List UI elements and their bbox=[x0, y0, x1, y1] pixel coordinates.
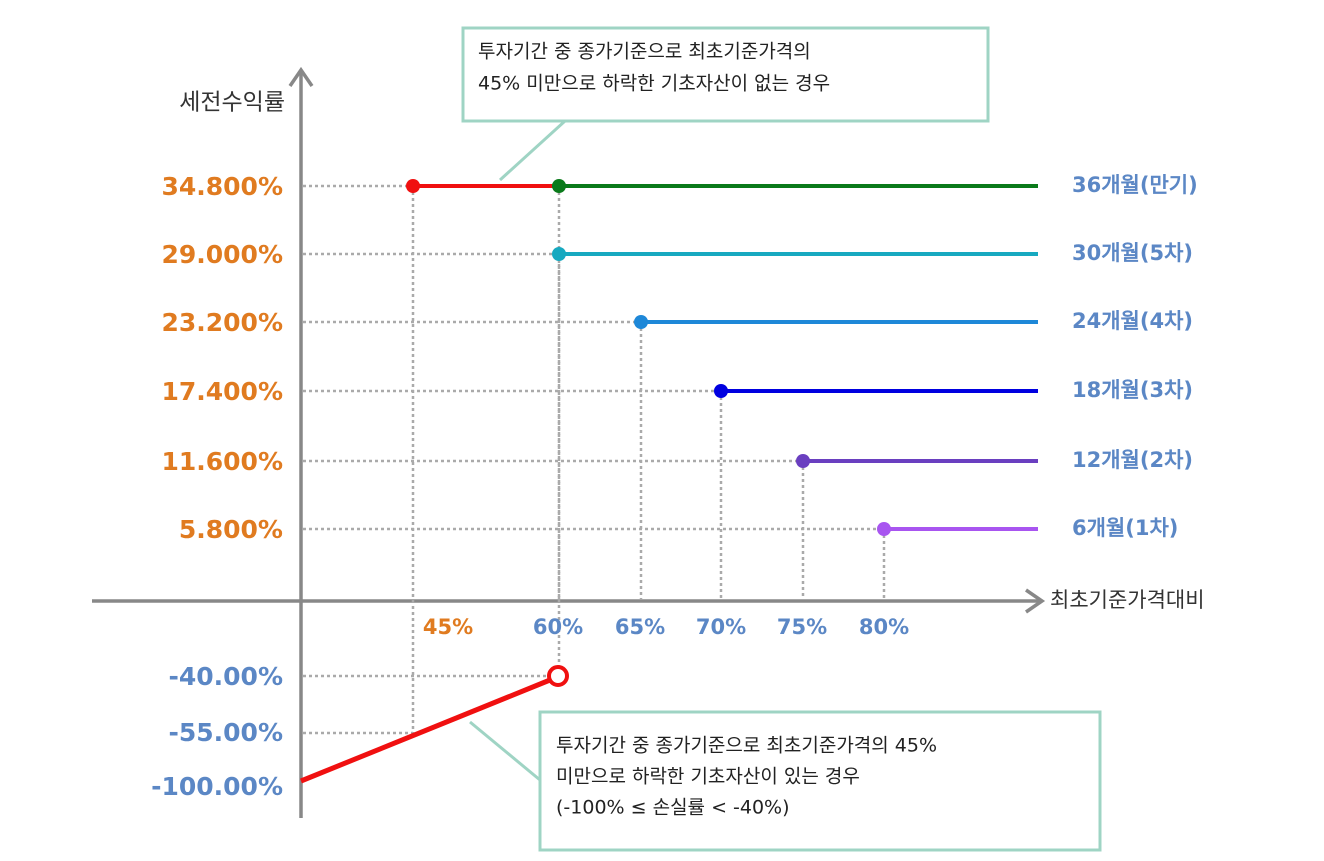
x-label: 80% bbox=[859, 615, 909, 639]
y-label: 5.800% bbox=[179, 515, 283, 544]
y-label: 29.000% bbox=[161, 240, 283, 269]
series-label: 30개월(5차) bbox=[1072, 241, 1193, 265]
callout-pointer bbox=[498, 119, 567, 182]
payoff-dot bbox=[406, 179, 420, 193]
loss-label: -100.00% bbox=[151, 772, 283, 801]
x-label: 70% bbox=[696, 615, 746, 639]
x-label: 45% bbox=[423, 615, 473, 639]
x-label: 65% bbox=[615, 615, 665, 639]
callout-text: 투자기간 중 종가기준으로 최초기준가격의 45% bbox=[556, 735, 937, 757]
callout-text: 미만으로 하락한 기초자산이 있는 경우 bbox=[556, 766, 860, 788]
loss-label: -55.00% bbox=[168, 718, 283, 747]
y-arrow bbox=[288, 66, 314, 87]
loss-open-dot bbox=[547, 665, 569, 687]
payoff-dot bbox=[877, 522, 891, 536]
y-label: 11.600% bbox=[161, 447, 283, 476]
x-label: 60% bbox=[533, 615, 583, 639]
y-axis-title: 세전수익률 bbox=[179, 90, 285, 116]
x-axis-title: 최초기준가격대비 bbox=[1050, 588, 1205, 612]
series-label: 6개월(1차) bbox=[1072, 516, 1178, 540]
y-label: 23.200% bbox=[161, 308, 283, 337]
series-label: 24개월(4차) bbox=[1072, 309, 1193, 333]
loss-label: -40.00% bbox=[168, 662, 283, 691]
callout-text: (-100% ≤ 손실률 < -40%) bbox=[556, 797, 790, 819]
callout-pointer bbox=[469, 720, 541, 782]
payoff-dot bbox=[714, 384, 728, 398]
series-label: 36개월(만기) bbox=[1072, 173, 1198, 197]
callout-text: 45% 미만으로 하락한 기초자산이 없는 경우 bbox=[478, 73, 830, 95]
payoff-dot bbox=[796, 454, 810, 468]
payoff-dot bbox=[552, 247, 566, 261]
series-label: 18개월(3차) bbox=[1072, 378, 1193, 402]
series-label: 12개월(2차) bbox=[1072, 448, 1193, 472]
payoff-dot bbox=[552, 179, 566, 193]
y-label: 34.800% bbox=[161, 172, 283, 201]
payoff-dot bbox=[634, 315, 648, 329]
y-label: 17.400% bbox=[161, 377, 283, 406]
x-arrow bbox=[1025, 588, 1046, 614]
loss-line bbox=[300, 677, 551, 784]
callout-text: 투자기간 중 종가기준으로 최초기준가격의 bbox=[478, 41, 811, 63]
callout-box bbox=[461, 26, 990, 123]
x-label: 75% bbox=[777, 615, 827, 639]
callout-box bbox=[538, 710, 1102, 852]
